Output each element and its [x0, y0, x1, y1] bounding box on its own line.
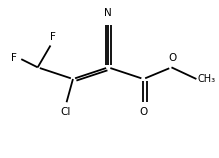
Text: F: F — [11, 53, 17, 63]
Text: F: F — [50, 32, 56, 42]
Text: Cl: Cl — [60, 107, 71, 117]
Text: O: O — [139, 107, 148, 117]
Text: CH₃: CH₃ — [197, 74, 215, 84]
Text: N: N — [104, 9, 112, 18]
Text: O: O — [168, 53, 177, 64]
